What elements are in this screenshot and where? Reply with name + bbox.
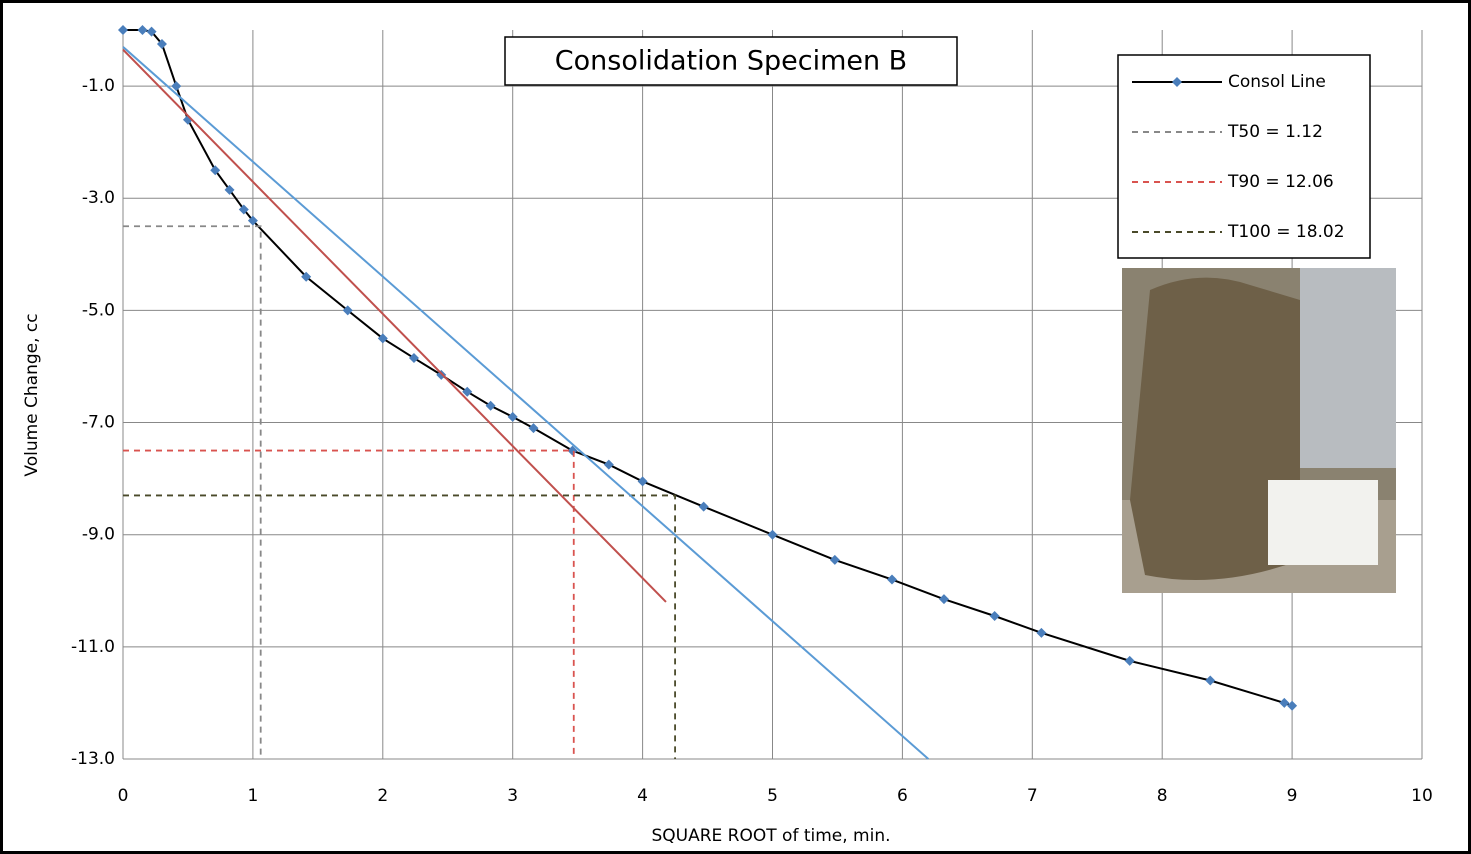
legend-label: T90 = 12.06	[1227, 172, 1334, 192]
x-tick-label: 3	[507, 786, 518, 806]
data-point	[829, 554, 840, 565]
data-point	[224, 184, 235, 195]
data-point	[301, 271, 312, 282]
x-tick-label: 5	[767, 786, 778, 806]
y-tick-label: -11.0	[71, 637, 115, 657]
y-tick-label: -9.0	[82, 525, 115, 545]
chart-title: Consolidation Specimen B	[555, 46, 907, 77]
series-line	[122, 48, 667, 603]
x-axis-label: SQUARE ROOT of time, min.	[651, 826, 890, 846]
data-point	[603, 459, 614, 470]
series-line	[123, 494, 676, 759]
data-point	[408, 353, 419, 364]
x-tick-label: 2	[377, 786, 388, 806]
x-tick-label: 6	[897, 786, 908, 806]
data-point	[342, 305, 353, 316]
data-point	[528, 423, 539, 434]
data-point	[485, 400, 496, 411]
y-tick-label: -7.0	[82, 413, 115, 433]
photo-specimen	[1130, 277, 1300, 580]
x-tick-label: 7	[1027, 786, 1038, 806]
data-point	[462, 386, 473, 397]
y-axis-label: Volume Change, cc	[22, 313, 42, 476]
data-point	[1205, 675, 1216, 686]
legend-label: Consol Line	[1228, 72, 1326, 92]
series-line	[123, 225, 262, 759]
data-point	[507, 411, 518, 422]
data-point	[567, 445, 578, 456]
data-point	[377, 333, 388, 344]
y-tick-label: -3.0	[82, 188, 115, 208]
data-point	[1279, 697, 1290, 708]
data-point	[210, 165, 221, 176]
legend-box	[1117, 54, 1371, 259]
series-line	[122, 46, 930, 760]
x-tick-label: 10	[1411, 786, 1433, 806]
y-tick-label: -5.0	[82, 300, 115, 320]
data-point	[156, 39, 167, 50]
data-point	[887, 574, 898, 585]
data-point	[989, 611, 1000, 622]
data-point	[637, 476, 648, 487]
data-point	[238, 204, 249, 215]
data-point	[1124, 655, 1135, 666]
photo-label	[1268, 480, 1378, 565]
x-tick-label: 0	[118, 786, 129, 806]
x-tick-label: 4	[637, 786, 648, 806]
x-tick-label: 1	[247, 786, 258, 806]
data-point	[1287, 700, 1298, 711]
data-point	[247, 215, 258, 226]
data-point	[938, 594, 949, 605]
data-point	[436, 369, 447, 380]
x-tick-label: 8	[1157, 786, 1168, 806]
photo	[1122, 268, 1396, 593]
title-box	[504, 36, 958, 86]
x-tick-label: 9	[1287, 786, 1298, 806]
legend-marker	[1172, 77, 1182, 87]
photo-cylinder	[1300, 268, 1396, 468]
data-point	[171, 81, 182, 92]
data-point	[698, 501, 709, 512]
legend-label: T100 = 18.02	[1227, 222, 1345, 242]
data-point	[146, 26, 157, 37]
y-tick-label: -13.0	[71, 749, 115, 769]
plot-area: 0 1 2 3 4 5 6 7 8 9 10 -1.0 -3.0 -5.0 -7.0 -9.0 -11.0 -13…	[71, 25, 1433, 806]
legend-label: T50 = 1.12	[1227, 122, 1323, 142]
data-point	[137, 25, 148, 35]
data-point	[118, 25, 128, 35]
data-point	[767, 529, 778, 540]
y-tick-label: -1.0	[82, 76, 115, 96]
data-point	[1036, 627, 1047, 638]
